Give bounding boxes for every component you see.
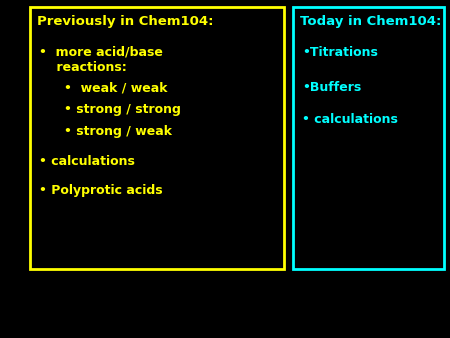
Text: • calculations: • calculations (39, 155, 135, 168)
Bar (293, 7, 444, 269)
Text: • strong / weak: • strong / weak (64, 125, 172, 138)
Text: • strong / strong: • strong / strong (64, 103, 181, 116)
Text: Previously in Chem104:: Previously in Chem104: (37, 15, 213, 28)
Text: •  more acid/base
    reactions:: • more acid/base reactions: (39, 46, 163, 74)
Text: • Polyprotic acids: • Polyprotic acids (39, 184, 163, 197)
Text: Today in Chem104:: Today in Chem104: (300, 15, 441, 28)
Text: •Titrations: •Titrations (302, 46, 378, 58)
Text: •Buffers: •Buffers (302, 81, 362, 94)
Bar (30, 7, 284, 269)
Text: • calculations: • calculations (302, 113, 398, 126)
Text: •  weak / weak: • weak / weak (64, 81, 167, 94)
